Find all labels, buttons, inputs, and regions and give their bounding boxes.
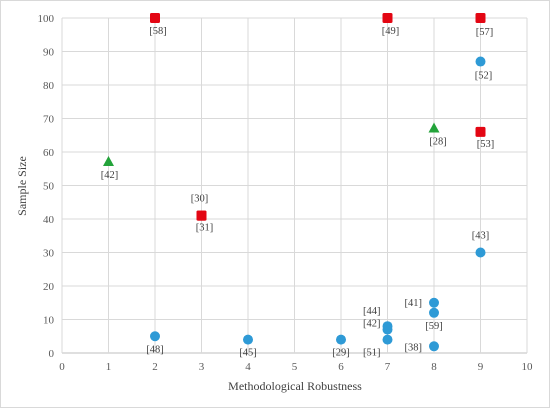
- data-point-circle: [475, 247, 486, 258]
- y-tick-label: 20: [43, 281, 55, 293]
- y-tick-label: 10: [43, 315, 55, 327]
- point-labels: [48] [45] [29] [44] [42] [51] [41] [59][38] [43]…: [101, 26, 495, 359]
- point-label: [43]: [472, 231, 490, 242]
- point-label: [59]: [425, 321, 443, 332]
- y-tick-label: 50: [43, 181, 55, 193]
- x-tick-label: 2: [152, 361, 158, 373]
- point-label: [41]: [405, 298, 423, 309]
- point-label: [51]: [363, 348, 381, 359]
- data-point-circle: [475, 56, 486, 67]
- point-label: [45]: [239, 348, 257, 359]
- point-label: [52]: [475, 71, 493, 82]
- point-label: [49]: [382, 26, 400, 37]
- x-tick-label: 0: [59, 361, 65, 373]
- x-tick-label: 6: [338, 361, 344, 373]
- point-label: [42]: [101, 170, 119, 181]
- data-point-square: [150, 13, 160, 23]
- point-label: [29]: [332, 348, 350, 359]
- data-point-circle: [382, 324, 393, 335]
- y-tick-label: 100: [38, 13, 55, 25]
- data-point-square: [382, 13, 393, 23]
- data-point-square: [475, 126, 486, 137]
- y-tick-label: 0: [49, 348, 55, 360]
- data-point-square: [196, 210, 207, 221]
- point-label: [48]: [146, 344, 164, 355]
- y-tick-label: 40: [43, 214, 55, 226]
- y-tick-label: 80: [43, 80, 55, 92]
- data-point-triangle: [428, 122, 440, 133]
- x-axis-title: Methodological Robustness: [228, 379, 362, 393]
- x-tick-label: 3: [199, 361, 205, 373]
- data-point-circle: [382, 334, 393, 345]
- tick-labels: 0 10 20 30 40 50 60 70 80 90 100 0 1 2 3 4 5 6 7 8 9 10: [38, 13, 534, 373]
- y-axis-title: Sample Size: [15, 156, 29, 216]
- point-label: [58]: [149, 26, 167, 37]
- x-tick-label: 1: [106, 361, 112, 373]
- point-label: [38]: [405, 342, 423, 353]
- data-point-square: [475, 13, 486, 23]
- point-label: [44]: [363, 306, 381, 317]
- y-tick-label: 60: [43, 147, 55, 159]
- x-tick-label: 8: [431, 361, 437, 373]
- x-tick-label: 10: [522, 361, 534, 373]
- y-tick-label: 90: [43, 47, 55, 59]
- point-label: [57]: [476, 27, 494, 38]
- data-point-circle: [429, 307, 439, 318]
- data-point-circle: [150, 331, 160, 342]
- point-label: [28]: [429, 137, 447, 148]
- point-label: [42]: [363, 319, 381, 330]
- y-tick-label: 70: [43, 114, 55, 126]
- data-point-circle: [336, 334, 346, 345]
- x-tick-label: 9: [478, 361, 484, 373]
- point-label: [53]: [477, 139, 495, 150]
- data-points: [103, 13, 486, 352]
- x-tick-label: 7: [385, 361, 391, 373]
- y-tick-label: 30: [43, 248, 55, 260]
- data-point-triangle: [103, 156, 114, 167]
- data-point-circle: [429, 297, 439, 308]
- grid-layer: [61, 17, 528, 354]
- data-point-circle: [429, 341, 439, 352]
- data-point-circle: [243, 334, 253, 345]
- point-label: [31]: [196, 223, 214, 234]
- point-label: [30]: [191, 194, 209, 205]
- x-tick-label: 4: [245, 361, 251, 373]
- x-tick-label: 5: [292, 361, 298, 373]
